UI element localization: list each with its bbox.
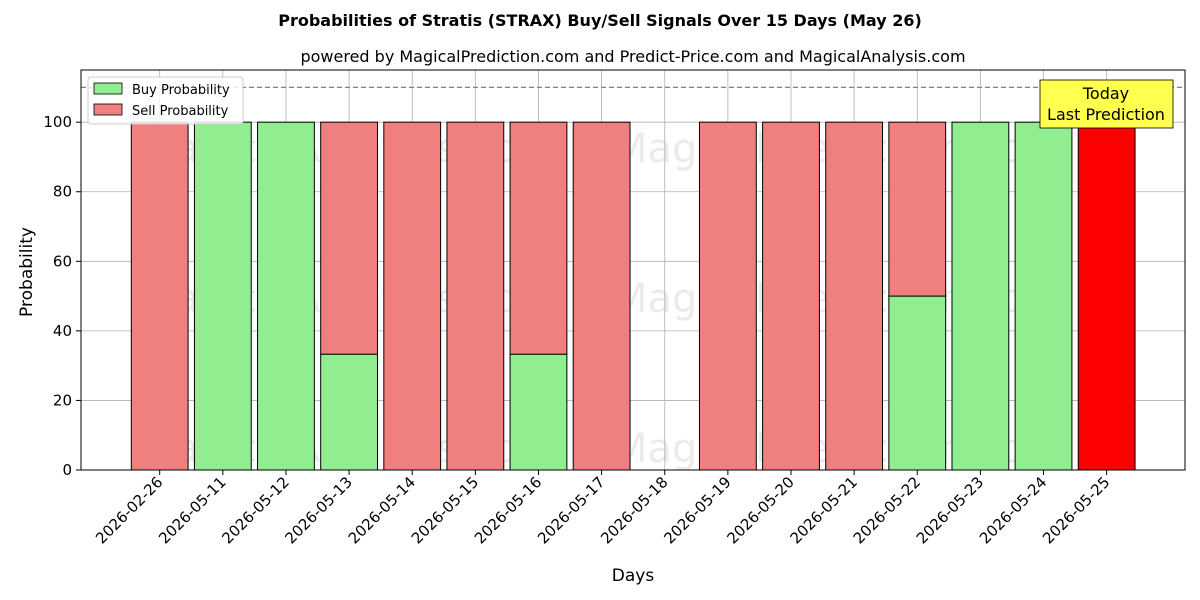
legend-label-buy: Buy Probability xyxy=(132,83,230,98)
bar-sell-2026-05-20 xyxy=(762,121,820,471)
x-tick-label: 2026-05-21 xyxy=(787,473,861,547)
x-tick-label: 2026-05-25 xyxy=(1039,473,1113,547)
bar-sell-2026-05-17 xyxy=(572,121,631,471)
bar-sell-2026-05-13 xyxy=(320,121,378,355)
bar-sell-2026-05-21 xyxy=(825,121,884,471)
x-tick-label: 2026-05-12 xyxy=(218,473,292,547)
y-tick-label: 40 xyxy=(53,322,72,340)
legend-box xyxy=(87,76,244,125)
bar-buy-2026-05-12 xyxy=(257,121,315,471)
x-tick-label: 2026-05-23 xyxy=(913,473,987,547)
x-tick-label: 2026-05-11 xyxy=(155,473,229,547)
bars xyxy=(130,121,1136,471)
legend: Buy Probability Sell Probability xyxy=(87,76,244,125)
y-tick-label: 80 xyxy=(53,183,72,201)
chart-title: Probabilities of Stratis (STRAX) Buy/Sel… xyxy=(278,11,922,30)
y-tick-label: 20 xyxy=(53,391,72,409)
x-tick-label: 2026-05-17 xyxy=(534,473,608,547)
bar-sell-2026-05-19 xyxy=(698,121,757,471)
bar-buy-2026-05-11 xyxy=(193,121,252,471)
bar-buy-2026-05-24 xyxy=(1014,121,1073,471)
bar-buy-2026-05-22 xyxy=(888,295,947,471)
bar-buy-2026-05-13 xyxy=(320,353,378,471)
x-tick-label: 2026-05-15 xyxy=(408,473,482,547)
x-axis-label: Days xyxy=(612,566,655,586)
legend-swatch-sell xyxy=(93,103,123,116)
x-tick-label: 2026-05-22 xyxy=(850,473,924,547)
chart-subtitle: powered by MagicalPrediction.com and Pre… xyxy=(300,47,965,66)
x-tick-label: 2026-05-24 xyxy=(976,473,1050,547)
annotation-line-1: Today xyxy=(1082,84,1129,103)
bar-sell-2026-05-25 xyxy=(1077,121,1136,471)
today-annotation: Today Last Prediction xyxy=(1039,79,1174,129)
bar-sell-2026-05-15 xyxy=(446,121,505,471)
bar-sell-2026-05-14 xyxy=(383,121,442,471)
y-axis-ticks: 0 20 40 60 80 100 xyxy=(43,113,81,479)
y-tick-label: 0 xyxy=(62,461,72,479)
annotation-box xyxy=(1039,79,1174,129)
legend-swatch-buy xyxy=(93,82,123,95)
x-axis-ticks: 2026-02-262026-05-112026-05-122026-05-13… xyxy=(92,470,1113,547)
y-tick-label: 100 xyxy=(43,113,72,131)
x-tick-label: 2026-05-16 xyxy=(471,473,545,547)
annotation-line-2: Last Prediction xyxy=(1047,105,1165,124)
y-tick-label: 60 xyxy=(53,252,72,270)
x-tick-label: 2026-05-18 xyxy=(597,473,671,547)
bar-sell-2026-05-22 xyxy=(888,121,947,297)
x-tick-label: 2026-05-20 xyxy=(723,473,797,547)
x-tick-label: 2026-02-26 xyxy=(92,473,166,547)
bar-sell-2026-02-26 xyxy=(130,121,189,471)
x-tick-label: 2026-05-13 xyxy=(282,473,356,547)
bar-buy-2026-05-23 xyxy=(951,121,1010,471)
legend-label-sell: Sell Probability xyxy=(132,104,229,119)
x-tick-label: 2026-05-19 xyxy=(660,473,734,547)
y-axis-label: Probability xyxy=(17,227,37,317)
plot-frame xyxy=(80,69,1186,471)
x-tick-label: 2026-05-14 xyxy=(345,473,419,547)
bar-sell-2026-05-16 xyxy=(509,121,568,355)
bar-buy-2026-05-16 xyxy=(509,353,568,471)
